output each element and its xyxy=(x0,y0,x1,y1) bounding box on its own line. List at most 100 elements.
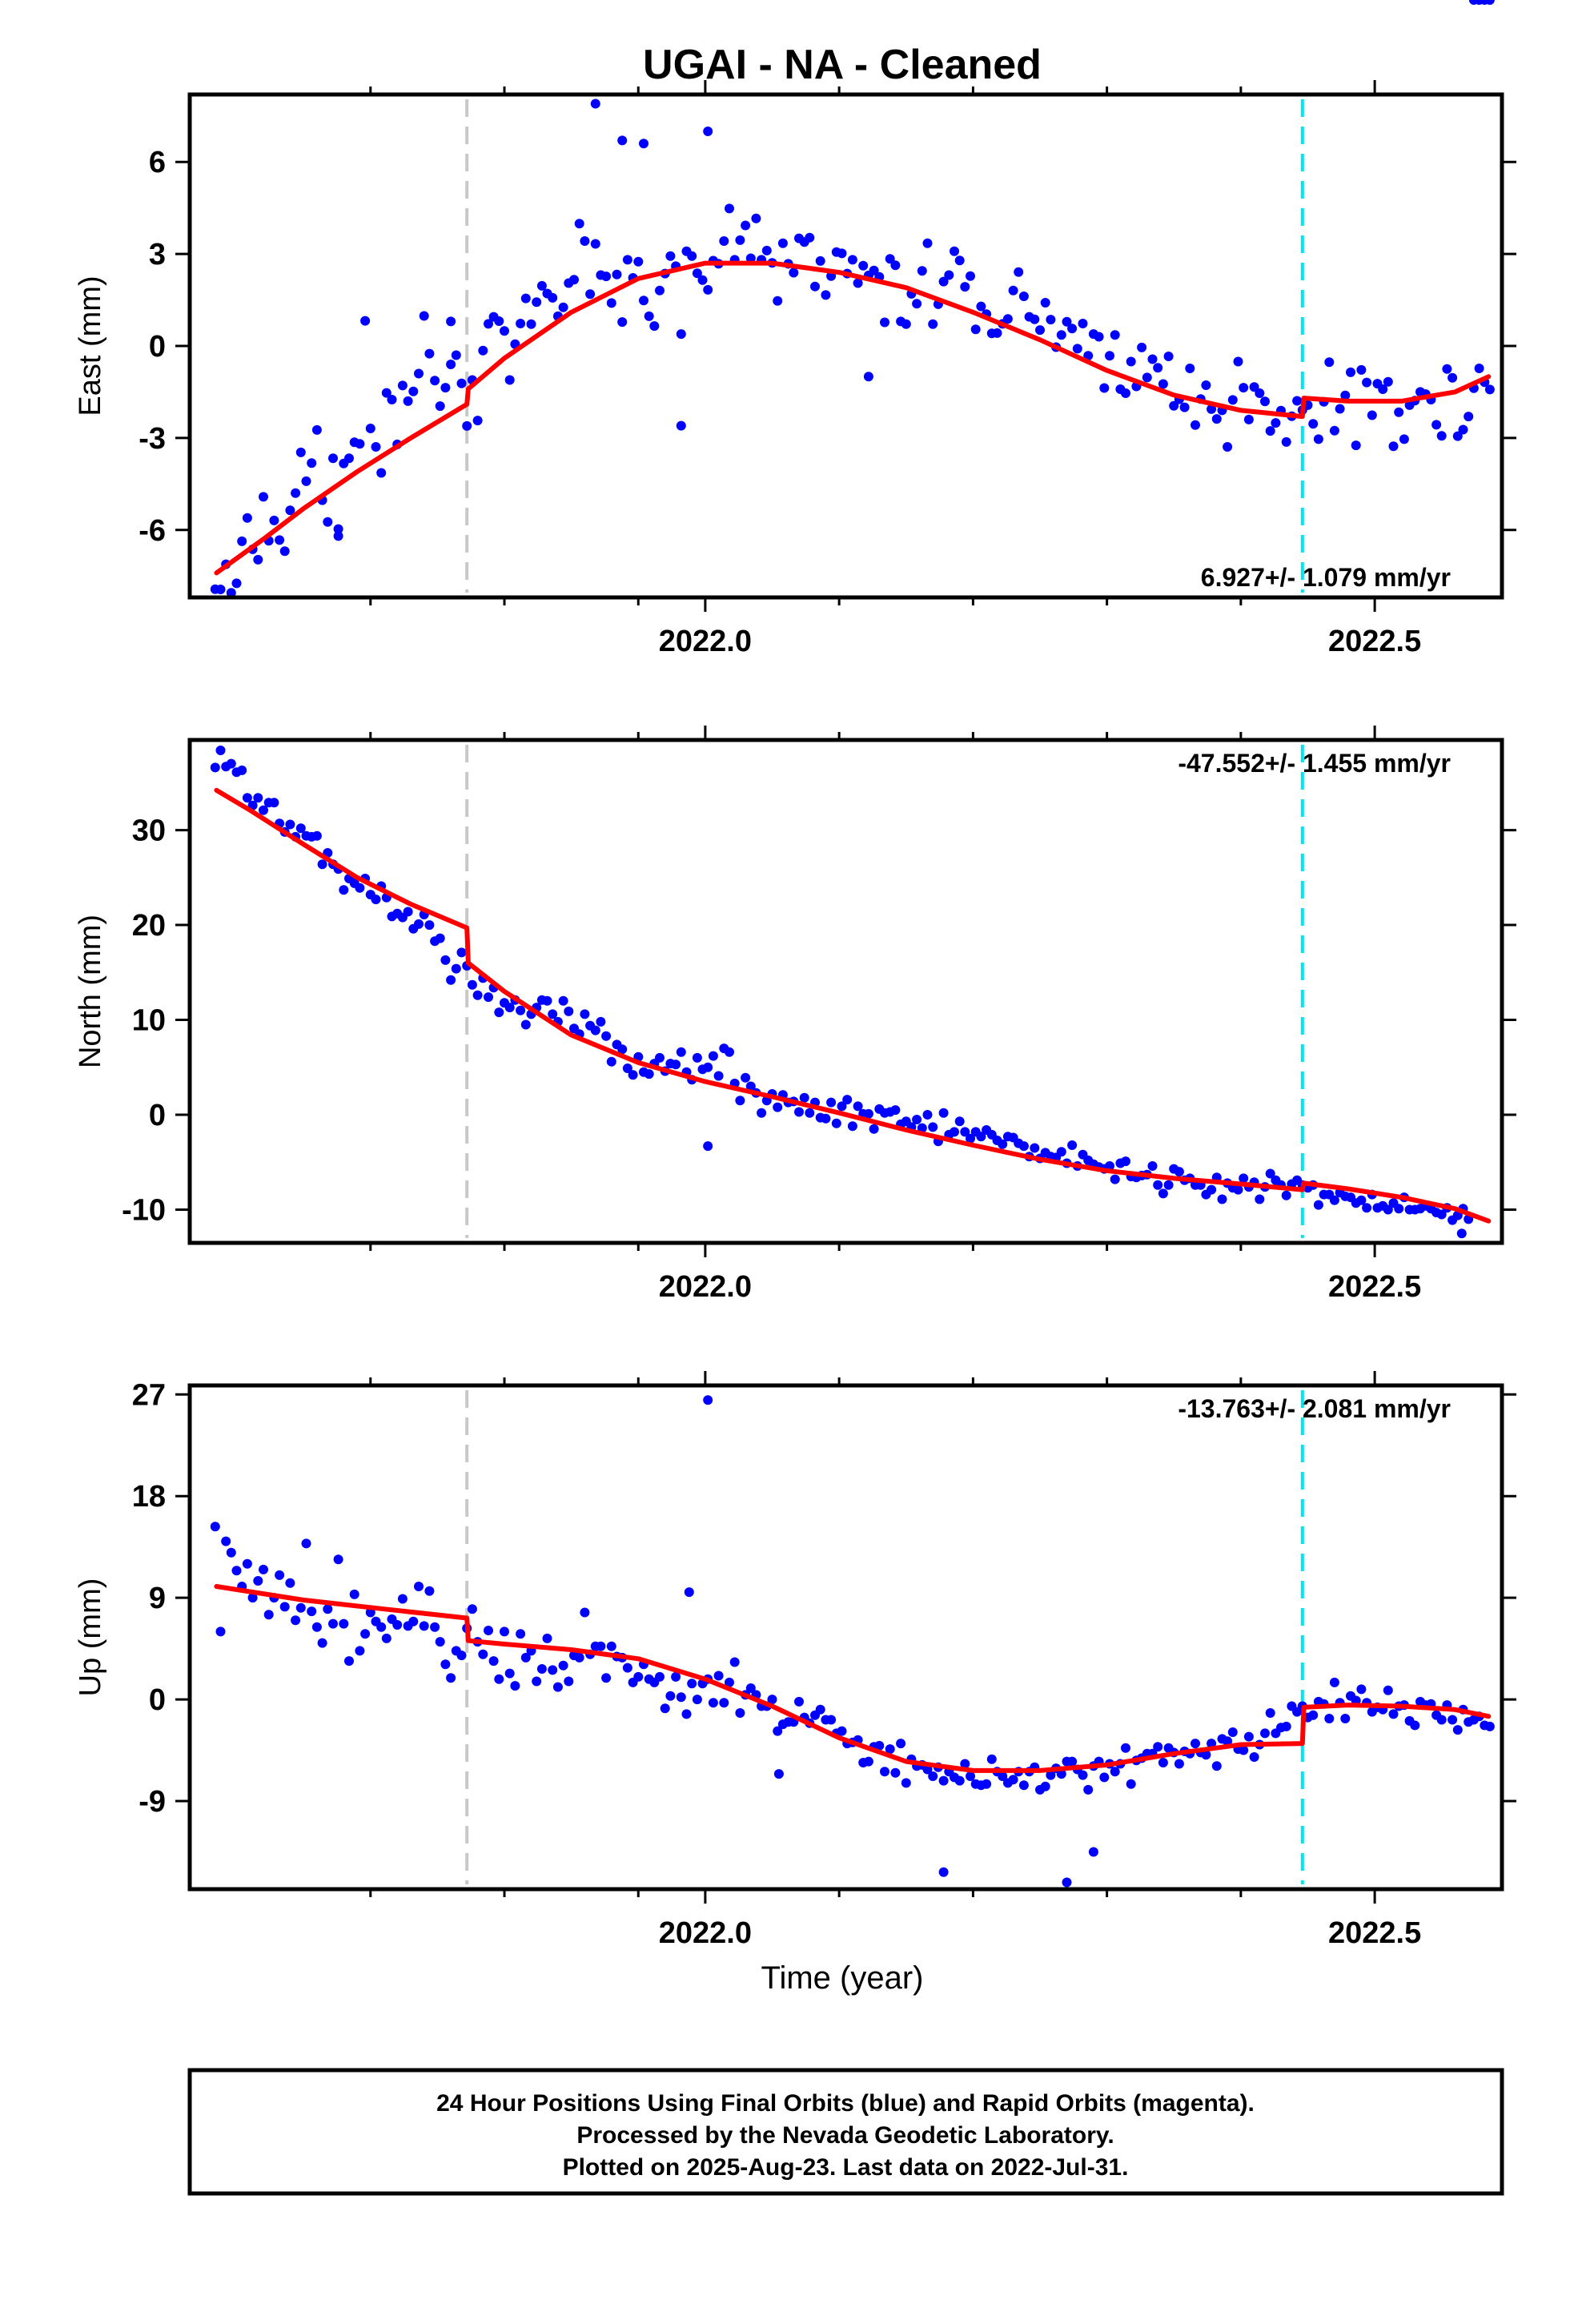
north-data-point xyxy=(622,1063,632,1073)
up-rate-label: -13.763+/- 2.081 mm/yr xyxy=(1178,1394,1451,1423)
up-data-point xyxy=(1260,1728,1270,1739)
up-data-point xyxy=(986,1754,997,1764)
north-data-point xyxy=(628,1070,638,1080)
up-data-point xyxy=(349,1589,359,1599)
east-data-point xyxy=(761,245,772,255)
up-data-point xyxy=(1340,1714,1351,1723)
north-data-point xyxy=(745,1081,756,1092)
up-data-point xyxy=(703,1395,713,1405)
up-data-point xyxy=(1153,1742,1163,1752)
up-data-point xyxy=(360,1629,371,1639)
east-data-point xyxy=(1158,379,1168,389)
north-y-tick-label: 20 xyxy=(132,909,166,943)
east-data-point xyxy=(446,316,456,327)
north-data-point xyxy=(601,1031,612,1041)
east-data-point xyxy=(1351,440,1361,451)
east-data-point xyxy=(1211,414,1222,424)
east-plot-area xyxy=(190,94,1502,597)
north-data-point xyxy=(451,963,461,974)
north-data-point xyxy=(928,1122,938,1132)
east-data-point xyxy=(692,268,702,279)
north-data-point xyxy=(339,885,349,895)
east-y-tick-label: -3 xyxy=(139,422,166,456)
east-data-point xyxy=(419,311,429,321)
north-y-tick-label: 10 xyxy=(132,1004,166,1038)
north-data-point xyxy=(371,895,381,905)
north-x-tick-label: 2022.0 xyxy=(659,1270,752,1304)
up-data-point xyxy=(880,1767,889,1777)
up-data-point xyxy=(928,1771,938,1781)
east-data-point xyxy=(970,324,981,335)
footer-line-2: Processed by the Nevada Geodetic Laborat… xyxy=(576,2122,1114,2149)
east-y-tick-label: -6 xyxy=(139,514,166,548)
up-data-point xyxy=(1484,1721,1495,1731)
north-fit-curve xyxy=(214,787,1492,1224)
up-data-point xyxy=(1083,1784,1094,1795)
up-data-point xyxy=(430,1622,440,1632)
up-data-point xyxy=(684,1587,694,1598)
up-data-point xyxy=(687,1679,697,1689)
east-data-point xyxy=(676,329,686,340)
east-data-point xyxy=(1227,395,1238,405)
footer-box: 24 Hour Positions Using Final Orbits (bl… xyxy=(187,2068,1504,2196)
east-data-point xyxy=(1292,396,1303,406)
north-data-point xyxy=(1233,1184,1243,1195)
east-data-point xyxy=(960,282,970,292)
north-data-point xyxy=(590,1025,600,1035)
north-data-point xyxy=(226,758,236,769)
east-data-point xyxy=(1308,419,1319,429)
north-frame xyxy=(187,738,1504,1245)
up-data-point xyxy=(1452,1725,1463,1735)
up-data-point xyxy=(536,1664,547,1674)
up-data-point xyxy=(826,1715,837,1725)
up-data-point xyxy=(1174,1759,1184,1769)
north-data-point xyxy=(890,1105,901,1116)
east-data-point xyxy=(333,531,343,541)
east-rate-label: 6.927+/- 1.079 mm/yr xyxy=(1201,563,1451,592)
up-data-point xyxy=(440,1659,451,1670)
up-data-point xyxy=(574,1652,584,1663)
north-data-point xyxy=(548,1009,558,1019)
up-data-point xyxy=(263,1610,274,1620)
north-data-point xyxy=(826,1097,837,1108)
up-y-axis-label: Up (mm) xyxy=(74,1578,107,1697)
north-data-point xyxy=(456,947,467,958)
east-data-point xyxy=(1078,319,1088,328)
north-data-point xyxy=(869,1124,879,1134)
north-data-point xyxy=(1018,1141,1029,1152)
north-data-point xyxy=(1313,1200,1323,1210)
up-data-point xyxy=(596,1641,606,1651)
up-data-point xyxy=(275,1570,285,1580)
north-data-point xyxy=(259,805,268,815)
north-data-point xyxy=(403,907,413,917)
east-data-point xyxy=(1447,372,1458,383)
east-data-point xyxy=(1324,357,1335,368)
east-data-point xyxy=(548,292,558,303)
east-data-point xyxy=(950,246,959,256)
up-data-point xyxy=(488,1656,499,1667)
up-data-point xyxy=(1056,1769,1066,1779)
east-data-point xyxy=(777,238,788,248)
up-data-point xyxy=(295,1602,306,1613)
east-data-point xyxy=(1239,383,1249,393)
up-data-point xyxy=(896,1739,906,1749)
up-data-point xyxy=(344,1656,354,1667)
up-data-point xyxy=(215,1626,226,1637)
east-data-point xyxy=(215,585,226,594)
east-data-point xyxy=(1255,388,1265,398)
north-data-point xyxy=(1217,1194,1227,1204)
north-data-point xyxy=(1163,1180,1174,1190)
up-data-point xyxy=(339,1618,349,1629)
east-data-point xyxy=(1243,414,1254,424)
up-data-point xyxy=(1067,1756,1078,1767)
up-data-point xyxy=(954,1775,965,1786)
east-data-point xyxy=(938,276,949,287)
east-data-point xyxy=(928,319,938,329)
up-data-point xyxy=(960,1759,970,1769)
east-data-point xyxy=(735,235,745,245)
up-x-tick-label: 2022.5 xyxy=(1328,1916,1421,1950)
north-data-point xyxy=(237,765,247,775)
up-data-point xyxy=(1062,1877,1072,1888)
north-data-point xyxy=(805,1108,815,1118)
